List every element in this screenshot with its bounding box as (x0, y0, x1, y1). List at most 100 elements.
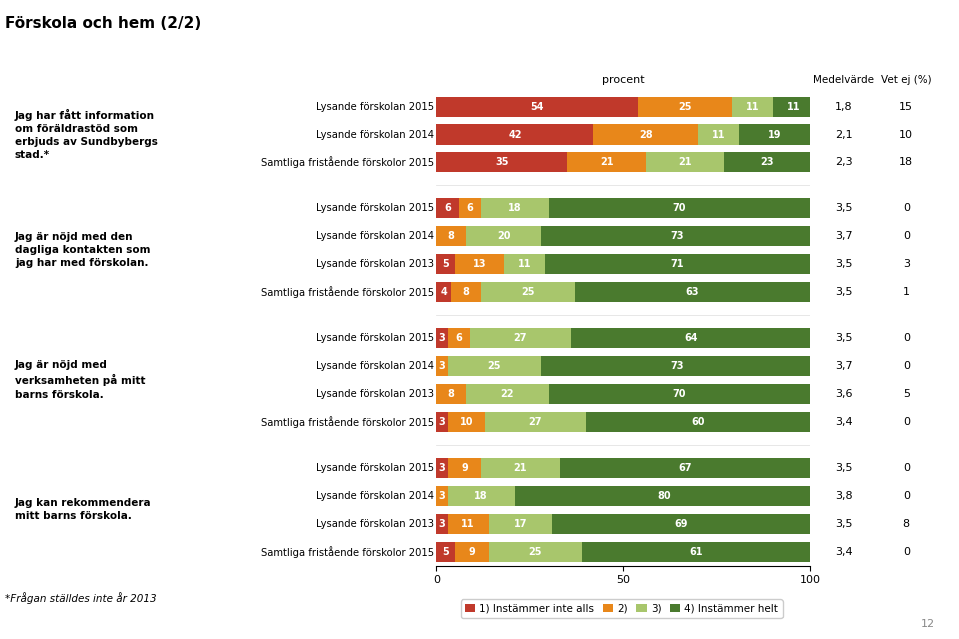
Bar (698, 125, 739, 144)
Text: 6: 6 (456, 333, 462, 343)
Text: 63: 63 (686, 287, 699, 297)
Text: 25: 25 (522, 287, 535, 297)
Bar (481, 458, 560, 478)
Text: 3,7: 3,7 (835, 361, 853, 371)
Bar (571, 328, 810, 348)
Bar (436, 96, 639, 117)
Bar (436, 458, 448, 478)
Text: Samtliga fristående förskolor 2015: Samtliga fristående förskolor 2015 (261, 416, 434, 427)
Bar (436, 412, 448, 432)
Bar (436, 486, 448, 506)
Text: procent: procent (602, 75, 644, 85)
Text: 19: 19 (768, 130, 782, 139)
Text: Lysande förskolan 2013: Lysande förskolan 2013 (316, 389, 434, 399)
Bar (436, 254, 456, 274)
Bar (541, 226, 814, 247)
Bar (436, 198, 458, 219)
Text: 3: 3 (438, 333, 445, 343)
Text: 0: 0 (902, 417, 910, 427)
Text: 0: 0 (902, 491, 910, 501)
Text: 9: 9 (461, 463, 468, 473)
Text: Lysande förskolan 2014: Lysande förskolan 2014 (316, 491, 434, 501)
Text: 67: 67 (678, 463, 691, 473)
Bar (436, 356, 448, 376)
Bar (586, 412, 810, 432)
Text: 25: 25 (678, 102, 691, 112)
Text: 3,4: 3,4 (835, 417, 853, 427)
Text: 25: 25 (487, 361, 501, 371)
Text: 18: 18 (508, 203, 522, 213)
Bar (582, 541, 810, 562)
Text: Jag kan rekommendera
mitt barns förskola.: Jag kan rekommendera mitt barns förskola… (15, 498, 152, 521)
Text: 70: 70 (672, 203, 687, 213)
Bar (732, 96, 773, 117)
Bar (458, 198, 481, 219)
Bar (456, 541, 489, 562)
Text: *Frågan ställdes inte år 2013: *Frågan ställdes inte år 2013 (5, 592, 156, 604)
Text: Lysande förskolan 2013: Lysande förskolan 2013 (316, 259, 434, 269)
Bar (739, 125, 810, 144)
Bar (489, 541, 582, 562)
Bar (436, 328, 448, 348)
Text: 6: 6 (444, 203, 451, 213)
Text: Jag är nöjd med den
dagliga kontakten som
jag har med förskolan.: Jag är nöjd med den dagliga kontakten so… (15, 232, 151, 268)
Bar (452, 282, 481, 302)
Bar (541, 356, 814, 376)
Text: 0: 0 (902, 546, 910, 557)
Bar (436, 384, 466, 404)
Text: Vet ej (%): Vet ej (%) (881, 75, 931, 85)
Text: Lysande förskolan 2013: Lysande förskolan 2013 (316, 519, 434, 528)
Text: 23: 23 (760, 157, 774, 167)
Text: 2,3: 2,3 (835, 157, 853, 167)
Text: 11: 11 (746, 102, 760, 112)
Text: 3,7: 3,7 (835, 231, 853, 242)
Text: 2,1: 2,1 (835, 130, 853, 139)
Text: 10: 10 (459, 417, 473, 427)
Text: Förskola och hem (2/2): Förskola och hem (2/2) (5, 16, 201, 31)
Text: 42: 42 (508, 130, 522, 139)
Text: Samtliga fristående förskolor 2015: Samtliga fristående förskolor 2015 (261, 546, 434, 557)
Text: 17: 17 (514, 519, 527, 528)
Legend: 1) Instämmer inte alls, 2), 3), 4) Instämmer helt: 1) Instämmer inte alls, 2), 3), 4) Instä… (460, 599, 783, 618)
Text: 73: 73 (671, 361, 685, 371)
Bar (436, 541, 456, 562)
Text: 3,5: 3,5 (835, 259, 853, 269)
Text: 15: 15 (900, 102, 913, 112)
Text: 1,8: 1,8 (835, 102, 853, 112)
Text: 28: 28 (639, 130, 653, 139)
Bar (515, 486, 814, 506)
Text: 3,5: 3,5 (835, 463, 853, 473)
Bar (594, 125, 698, 144)
Text: Jag har fått information
om föräldrastöd som
erbjuds av Sundbybergs
stad.*: Jag har fått information om föräldrastöd… (15, 109, 157, 160)
Text: 0: 0 (902, 361, 910, 371)
Text: 3: 3 (902, 259, 910, 269)
Bar (481, 282, 574, 302)
Text: 27: 27 (514, 333, 527, 343)
Text: 60: 60 (691, 417, 705, 427)
Text: 0: 0 (902, 333, 910, 343)
Text: Samtliga fristående förskolor 2015: Samtliga fristående förskolor 2015 (261, 286, 434, 298)
Bar (436, 282, 452, 302)
Text: 9: 9 (469, 546, 476, 557)
Text: Lysande förskolan 2015: Lysande förskolan 2015 (316, 463, 434, 473)
Text: 21: 21 (678, 157, 691, 167)
Text: 5: 5 (442, 546, 449, 557)
Text: 8: 8 (448, 389, 455, 399)
Text: Lysande förskolan 2014: Lysande förskolan 2014 (316, 130, 434, 139)
Text: 3,5: 3,5 (835, 333, 853, 343)
Bar (436, 152, 568, 173)
Text: 12: 12 (921, 619, 935, 629)
Text: 8: 8 (463, 287, 470, 297)
Text: 64: 64 (684, 333, 697, 343)
Bar (456, 254, 503, 274)
Bar (448, 328, 470, 348)
Text: 8: 8 (448, 231, 455, 242)
Bar (724, 152, 810, 173)
Bar (568, 152, 645, 173)
Text: 8: 8 (902, 519, 910, 528)
Bar (436, 125, 594, 144)
Bar (503, 254, 545, 274)
Text: 3,8: 3,8 (835, 491, 853, 501)
Text: Lysande förskolan 2014: Lysande förskolan 2014 (316, 361, 434, 371)
Bar (448, 412, 485, 432)
